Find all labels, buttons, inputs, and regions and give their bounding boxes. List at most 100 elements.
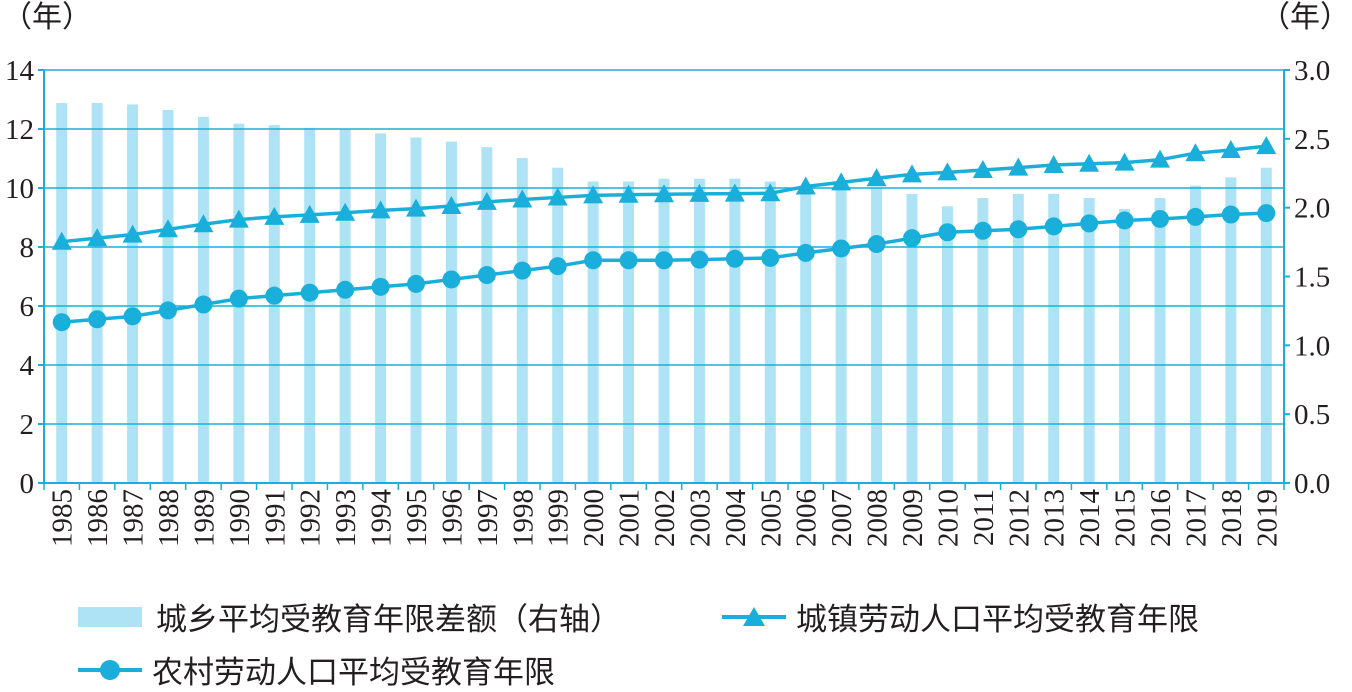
bar-2004: [729, 178, 741, 484]
rural-marker-1994: [371, 277, 390, 296]
x-tick-label-1988: 1988: [153, 489, 185, 547]
urban-marker-2011: [972, 160, 993, 179]
x-tick-label-2002: 2002: [649, 489, 681, 547]
urban-marker-2008: [866, 168, 887, 187]
x-tick-label-1986: 1986: [82, 489, 114, 547]
urban-marker-2010: [937, 162, 958, 181]
urban-marker-1997: [476, 191, 497, 210]
x-tick-label-2006: 2006: [791, 489, 823, 547]
right-tick-label-2.0: 2.0: [1294, 193, 1330, 225]
legend-swatch-triangle-line: [722, 606, 786, 626]
x-tick-label-1991: 1991: [259, 489, 291, 547]
bar-2002: [658, 178, 670, 484]
urban-marker-2002: [654, 184, 674, 203]
rural-marker-2002: [655, 251, 673, 270]
urban-marker-2018: [1220, 139, 1241, 158]
x-tick-label-2012: 2012: [1003, 489, 1035, 547]
right-tick-label-0.5: 0.5: [1294, 399, 1330, 431]
urban-marker-2005: [760, 183, 781, 202]
left-tick-label-6: 6: [20, 291, 35, 323]
x-tick-label-2018: 2018: [1216, 489, 1248, 547]
x-tick-label-1993: 1993: [330, 489, 362, 547]
urban-marker-2009: [902, 164, 922, 183]
left-tick-label-10: 10: [5, 173, 34, 205]
right-axis-unit-label: （年）: [1260, 0, 1350, 35]
rural-marker-2000: [584, 251, 603, 270]
urban-marker-2001: [618, 184, 639, 203]
rural-marker-1996: [442, 270, 461, 289]
x-tick-label-2003: 2003: [684, 489, 716, 547]
left-tick-label-4: 4: [20, 350, 35, 382]
rural-marker-2012: [1009, 220, 1028, 239]
x-tick-label-2008: 2008: [862, 489, 894, 547]
bar-2013: [1048, 193, 1060, 483]
legend-label-bar: 城乡平均受教育年限差额（右轴）: [156, 602, 621, 638]
legend-item-rural: 农村劳动人口平均受教育年限: [78, 647, 555, 692]
rural-marker-2018: [1221, 205, 1240, 224]
bar-2017: [1189, 185, 1201, 483]
x-tick-label-2009: 2009: [897, 489, 929, 547]
right-tick-label-1.0: 1.0: [1294, 330, 1330, 362]
right-tick-label-3.0: 3.0: [1294, 55, 1330, 87]
rural-marker-1992: [300, 283, 319, 302]
bar-1996: [445, 141, 457, 483]
urban-marker-1985: [51, 231, 72, 250]
x-tick-label-1992: 1992: [295, 489, 327, 547]
x-tick-label-2005: 2005: [755, 489, 787, 547]
bar-2000: [587, 181, 599, 483]
legend-label-rural: 农村劳动人口平均受教育年限: [152, 655, 555, 691]
urban-marker-1986: [87, 228, 108, 247]
urban-marker-1989: [193, 214, 214, 233]
right-tick-label-0.0: 0.0: [1294, 468, 1330, 500]
urban-marker-2004: [724, 183, 745, 202]
rural-marker-2014: [1080, 214, 1099, 233]
rural-marker-2006: [796, 243, 815, 262]
bar-2001: [623, 181, 635, 483]
urban-marker-1998: [512, 189, 533, 208]
rural-marker-2004: [725, 249, 744, 268]
bar-2014: [1083, 198, 1095, 483]
rural-marker-1986: [88, 310, 107, 329]
legend-label-urban: 城镇劳动人口平均受教育年限: [796, 602, 1199, 638]
rural-marker-1997: [477, 266, 496, 285]
x-tick-label-1996: 1996: [436, 489, 468, 547]
left-tick-label-12: 12: [5, 114, 34, 146]
rural-marker-2013: [1044, 217, 1063, 236]
urban-marker-2012: [1008, 157, 1029, 176]
bar-2011: [977, 198, 989, 483]
urban-marker-1999: [547, 187, 568, 206]
rural-marker-2015: [1115, 211, 1134, 230]
urban-marker-1993: [335, 202, 356, 221]
urban-marker-2006: [795, 176, 816, 195]
x-tick-label-2015: 2015: [1110, 489, 1142, 547]
x-tick-label-2011: 2011: [968, 489, 1000, 546]
x-tick-label-1987: 1987: [118, 489, 150, 547]
bar-2009: [906, 193, 918, 483]
rural-marker-2017: [1186, 207, 1205, 226]
x-tick-label-2007: 2007: [826, 489, 858, 547]
rural-marker-2001: [619, 251, 638, 270]
urban-marker-1994: [370, 200, 391, 219]
x-tick-label-2014: 2014: [1074, 489, 1106, 548]
bar-1985: [56, 103, 68, 483]
left-tick-label-8: 8: [20, 232, 35, 264]
rural-marker-2010: [938, 223, 957, 242]
urban-marker-2016: [1150, 149, 1170, 168]
urban-marker-1990: [228, 209, 249, 228]
x-tick-label-1989: 1989: [188, 489, 220, 547]
bar-2018: [1225, 177, 1237, 483]
rural-marker-1988: [159, 301, 177, 320]
bar-2012: [1012, 193, 1024, 483]
bar-2015: [1119, 209, 1131, 483]
right-tick-label-2.5: 2.5: [1294, 124, 1330, 156]
bar-1986: [91, 103, 103, 483]
urban-marker-2014: [1079, 153, 1100, 172]
rural-marker-1989: [194, 295, 213, 314]
legend-swatch-bar: [78, 606, 142, 627]
bar-2006: [800, 187, 812, 483]
rural-marker-2016: [1151, 209, 1169, 228]
x-tick-label-1985: 1985: [47, 489, 79, 547]
right-tick-label-1.5: 1.5: [1294, 262, 1330, 294]
urban-marker-1996: [441, 195, 462, 214]
